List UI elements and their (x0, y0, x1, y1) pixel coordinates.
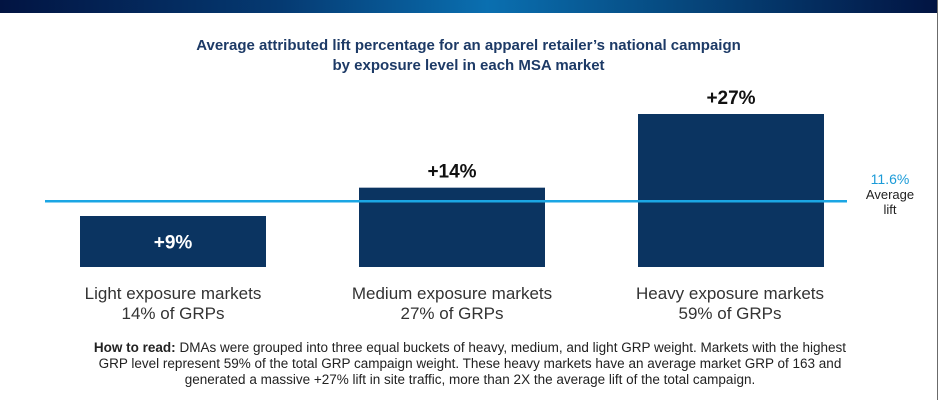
footnote-line-1: DMAs were grouped into three equal bucke… (179, 340, 847, 355)
average-lift-label: 11.6% Average lift (850, 171, 930, 218)
category-sublabel: 27% of GRPs (400, 304, 504, 323)
footnote-line-2: GRP level represent 59% of the total GRP… (98, 356, 842, 371)
chart-title-line1: Average attributed lift percentage for a… (196, 37, 741, 54)
footnote: How to read: DMAs were grouped into thre… (20, 340, 920, 388)
footnote-lead: How to read: (93, 340, 176, 355)
average-lift-text-line1: Average (865, 187, 915, 202)
bar-light (80, 216, 266, 267)
category-label-medium: Medium exposure markets 27% of GRPs (312, 284, 592, 324)
category-sublabel: 59% of GRPs (678, 304, 782, 323)
category-label-light: Light exposure markets 14% of GRPs (33, 284, 313, 324)
category-name: Medium exposure markets (351, 284, 553, 303)
header-band (0, 0, 937, 13)
bar-medium (359, 187, 545, 267)
chart-title: Average attributed lift percentage for a… (0, 36, 937, 76)
category-label-heavy: Heavy exposure markets 59% of GRPs (590, 284, 870, 324)
footnote-line-3: generated a massive +27% lift in site tr… (184, 372, 756, 387)
data-label-medium: +14% (427, 162, 476, 183)
bar-heavy (638, 114, 824, 267)
chart-subtitle: by exposure level in each MSA market (332, 57, 605, 74)
data-label-heavy: +27% (706, 88, 755, 109)
category-name: Heavy exposure markets (635, 284, 825, 303)
right-edge-border (937, 0, 938, 400)
category-sublabel: 14% of GRPs (121, 304, 225, 323)
category-name: Light exposure markets (84, 284, 262, 303)
data-label-light: +9% (154, 233, 193, 254)
average-lift-value: 11.6% (870, 171, 910, 187)
average-lift-text-line2: lift (883, 202, 897, 217)
